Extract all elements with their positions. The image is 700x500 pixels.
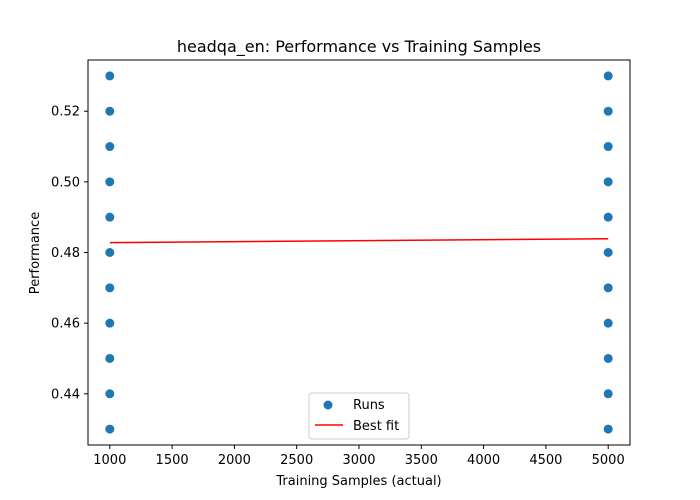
scatter-point: [105, 106, 115, 116]
x-tick-label: 3000: [342, 453, 375, 468]
y-tick-label: 0.46: [51, 317, 80, 332]
legend-runs-marker: [323, 400, 333, 410]
y-tick-label: 0.50: [51, 175, 80, 190]
legend-bestfit-label: Best fit: [353, 419, 399, 434]
legend: Runs Best fit: [308, 392, 410, 440]
scatter-point: [105, 389, 115, 399]
y-tick-label: 0.48: [51, 246, 80, 261]
legend-runs-label: Runs: [353, 398, 385, 413]
scatter-point: [105, 283, 115, 293]
best-fit-line: [109, 237, 609, 244]
scatter-point: [603, 389, 613, 399]
scatter-point: [603, 142, 613, 152]
x-tick-label: 4500: [529, 453, 562, 468]
scatter-point: [603, 353, 613, 363]
scatter-point: [105, 248, 115, 257]
x-tick-label: 1000: [93, 453, 126, 468]
scatter-point: [105, 424, 115, 434]
scatter-point: [603, 424, 613, 434]
scatter-point: [105, 177, 115, 187]
scatter-point: [603, 177, 613, 187]
x-tick-label: 5000: [592, 453, 625, 468]
scatter-point: [603, 71, 613, 81]
plot-area: [88, 60, 630, 445]
x-tick-label: 2000: [218, 453, 251, 468]
scatter-point: [105, 142, 115, 152]
y-axis: 0.44 0.46 0.48 0.50 0.52: [51, 105, 88, 402]
scatter-point: [105, 212, 115, 222]
scatter-point: [603, 283, 613, 293]
x-axis-label: Training Samples (actual): [275, 474, 441, 489]
scatter-point: [603, 248, 613, 257]
y-tick-label: 0.44: [51, 387, 80, 402]
y-tick-label: 0.52: [51, 105, 80, 120]
x-axis: 1000 1500 2000 2500 3000 3500 4000 4500 5000: [93, 445, 625, 468]
scatter-point: [603, 106, 613, 116]
scatter-point: [603, 212, 613, 222]
legend-box: [308, 392, 410, 440]
scatter-point: [105, 318, 115, 328]
x-tick-label: 4000: [467, 453, 500, 468]
x-tick-label: 3500: [405, 453, 438, 468]
scatter-point: [105, 353, 115, 363]
series-layer: [105, 71, 613, 434]
chart-title: headqa_en: Performance vs Training Sampl…: [177, 37, 541, 57]
x-tick-label: 2500: [280, 453, 313, 468]
scatter-point: [105, 71, 115, 81]
y-axis-label: Performance: [28, 212, 43, 294]
scatter-point: [603, 318, 613, 328]
x-tick-label: 1500: [156, 453, 189, 468]
